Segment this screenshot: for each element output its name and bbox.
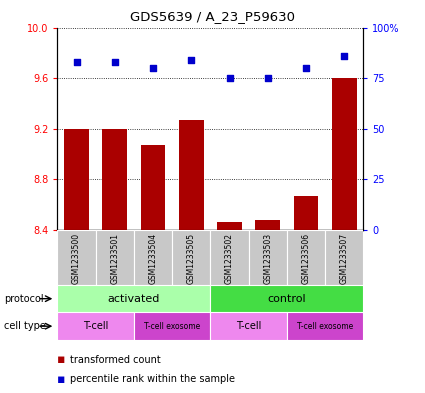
Point [226, 75, 233, 81]
Bar [287, 312, 363, 340]
Bar [287, 230, 325, 285]
Bar [102, 129, 127, 230]
Text: T-cell exosome: T-cell exosome [144, 322, 200, 331]
Point [150, 65, 156, 71]
Bar [294, 196, 318, 230]
Text: GSM1233505: GSM1233505 [187, 233, 196, 284]
Bar [249, 230, 287, 285]
Bar [210, 230, 249, 285]
Point [73, 59, 80, 65]
Text: GSM1233503: GSM1233503 [263, 233, 272, 284]
Text: protocol: protocol [4, 294, 44, 304]
Text: activated: activated [108, 294, 160, 304]
Text: GSM1233502: GSM1233502 [225, 233, 234, 284]
Bar [57, 230, 96, 285]
Bar [64, 129, 89, 230]
Bar [134, 230, 172, 285]
Point [111, 59, 118, 65]
Bar [134, 312, 210, 340]
Text: T-cell: T-cell [83, 321, 108, 331]
Bar [325, 230, 363, 285]
Bar [217, 222, 242, 230]
Point [264, 75, 271, 81]
Text: percentile rank within the sample: percentile rank within the sample [70, 374, 235, 384]
Bar [57, 312, 134, 340]
Bar [179, 120, 204, 230]
Text: ▪: ▪ [57, 353, 70, 366]
Text: GSM1233501: GSM1233501 [110, 233, 119, 284]
Bar [332, 78, 357, 230]
Text: ▪: ▪ [57, 373, 70, 386]
Bar [210, 285, 363, 312]
Bar [96, 230, 134, 285]
Bar [210, 312, 287, 340]
Text: control: control [268, 294, 306, 304]
Text: transformed count: transformed count [70, 354, 161, 365]
Bar [255, 220, 280, 230]
Point [188, 57, 195, 63]
Point [341, 53, 348, 59]
Text: T-cell exosome: T-cell exosome [297, 322, 353, 331]
Point [303, 65, 309, 71]
Text: GSM1233506: GSM1233506 [301, 233, 311, 284]
Text: GSM1233507: GSM1233507 [340, 233, 349, 284]
Text: GDS5639 / A_23_P59630: GDS5639 / A_23_P59630 [130, 10, 295, 23]
Bar [172, 230, 210, 285]
Text: GSM1233500: GSM1233500 [72, 233, 81, 284]
Bar [57, 285, 210, 312]
Text: T-cell: T-cell [236, 321, 261, 331]
Text: cell type: cell type [4, 321, 46, 331]
Text: GSM1233504: GSM1233504 [148, 233, 158, 284]
Bar [141, 145, 165, 230]
